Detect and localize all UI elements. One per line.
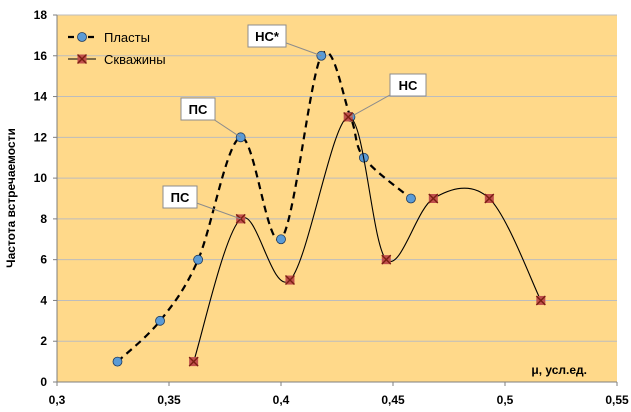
y-tick-label: 0 [40,375,47,389]
data-point-series-2 [535,295,546,306]
callout-box [389,73,427,97]
callout-box [247,24,287,48]
callouts: НС* НС ПС ПС [162,24,427,220]
y-tick-label: 10 [34,171,48,185]
callout-label: НС [399,78,418,93]
x-tick-label: 0,4 [273,393,290,407]
marker-cross [381,254,392,265]
callout-label: НС* [255,29,280,44]
data-point-series-1 [276,234,286,245]
data-point-series-1 [406,193,416,204]
marker-cross [77,54,87,64]
legend-marker-2 [77,54,87,64]
y-axis-title: Частота встречаемости [4,128,18,268]
legend-label-2: Скважины [104,52,166,67]
y-tick-label: 4 [40,293,47,307]
y-tick-label: 16 [34,49,48,63]
data-point-series-2 [284,275,295,286]
series-layer [112,50,546,367]
data-point-series-1 [193,254,204,265]
callout-box [162,185,198,209]
marker-cross [535,295,546,306]
y-tick-label: 2 [40,334,47,348]
data-point-series-2 [428,193,439,204]
data-point-series-2 [381,254,392,265]
x-tick-label: 0,5 [497,393,514,407]
x-tick-label: 0,35 [157,393,181,407]
legend-label-1: Пласты [104,30,150,45]
x-tick-label: 0,3 [49,393,66,407]
data-point-series-2 [188,356,199,367]
callout-label: ПС [171,190,190,205]
callout-label: ПС [189,102,208,117]
data-point-series-1 [112,356,123,367]
x-tick-label: 0,55 [605,393,629,407]
data-point-series-2 [484,193,495,204]
x-tick-label: 0,45 [381,393,405,407]
y-tick-label: 8 [40,212,47,226]
y-tick-label: 12 [34,130,48,144]
marker-cross [284,275,295,286]
data-point-series-2 [343,111,354,122]
legend-marker-1 [77,32,87,42]
plot-background [57,15,617,382]
marker-cross [428,193,439,204]
marker-cross [343,111,354,122]
legend: Пласты Скважины [68,30,166,67]
y-tick-label: 14 [34,90,48,104]
grid [57,14,617,342]
y-tick-label: 18 [34,8,48,22]
marker-cross [188,356,199,367]
callout-box [180,97,216,121]
marker-cross [484,193,495,204]
data-point-series-1 [155,315,165,326]
x-axis-title: μ, усл.ед. [531,363,587,377]
y-tick-label: 6 [40,253,47,267]
axes: 0 2 4 6 8 10 12 14 16 18 0,3 0,35 0,4 0,45 0,5 0,55 [34,8,629,407]
